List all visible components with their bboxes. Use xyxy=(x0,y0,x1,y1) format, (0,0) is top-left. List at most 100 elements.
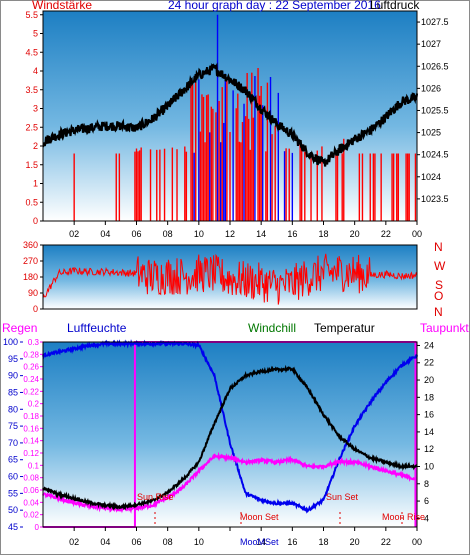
sun-rise-label: Sun Rise xyxy=(137,492,174,502)
temperatur-label: Temperatur xyxy=(314,321,375,335)
axis-ticks: 00.511.522.533.544.555.51023.510241024.5… xyxy=(3,10,449,547)
rain-tick-label: 0.06 xyxy=(23,486,39,495)
wind-tick-label: 0 xyxy=(33,216,38,226)
rain-tick-label: 0.08 xyxy=(23,474,39,483)
humidity-tick-label: 100 xyxy=(3,337,18,347)
temperature-tick-label: 20 xyxy=(424,375,434,385)
humidity-tick-label: 50 xyxy=(8,505,18,515)
rain-tick-label: 0.2 xyxy=(28,400,40,409)
pressure-line-group xyxy=(42,62,419,167)
wind-tick-label: 2 xyxy=(33,141,38,151)
rain-tick-label: 0.22 xyxy=(23,387,39,396)
wind-tick-label: 5.5 xyxy=(25,10,38,20)
temperature-tick-label: 22 xyxy=(424,358,434,368)
luftfeuchte-label: Luftfeuchte xyxy=(67,321,127,335)
x-tick-label-top: 04 xyxy=(100,229,110,239)
x-tick-label-bottom: 10 xyxy=(194,537,204,547)
x-tick-label-bottom: 18 xyxy=(318,537,328,547)
x-tick-label-top: 22 xyxy=(381,229,391,239)
windstaerke-label: Windstärke xyxy=(32,0,92,12)
x-tick-label-bottom: 04 xyxy=(100,537,110,547)
rain-tick-label: 0.04 xyxy=(23,498,39,507)
luftdruck-label: Luftdruck xyxy=(370,0,420,12)
pressure-tick-label: 1024 xyxy=(421,172,441,182)
rain-tick-label: 0 xyxy=(35,523,40,532)
moon-set-label: Moon Set xyxy=(240,512,279,522)
pressure-tick-label: 1023.5 xyxy=(421,194,449,204)
temperature-tick-label: 8 xyxy=(424,479,429,489)
compass-n-bottom: N xyxy=(434,305,443,319)
temperature-tick-label: 10 xyxy=(424,461,434,471)
temperature-tick-label: 14 xyxy=(424,427,434,437)
rain-tick-label: 0.24 xyxy=(23,375,39,384)
pressure-line xyxy=(42,62,419,167)
rain-tick-label: 0.02 xyxy=(23,511,39,520)
x-tick-label-top: 18 xyxy=(318,229,328,239)
wind-tick-label: 4 xyxy=(33,66,38,76)
compass-w: W xyxy=(434,259,446,273)
compass-n-top: N xyxy=(434,240,443,254)
x-tick-label-bottom: 06 xyxy=(131,537,141,547)
humidity-tick-label: 95 xyxy=(8,354,18,364)
pressure-tick-label: 1026.5 xyxy=(421,61,449,71)
wind-direction-line-group xyxy=(42,253,418,305)
pressure-tick-label: 1027.5 xyxy=(421,17,449,27)
wind-direction-line xyxy=(42,253,418,305)
pressure-tick-label: 1026 xyxy=(421,83,441,93)
windchill-label: Windchill xyxy=(248,321,296,335)
x-tick-label-bottom: 20 xyxy=(350,537,360,547)
wind-tick-label: 2.5 xyxy=(25,122,38,132)
rain-tick-label: 0.28 xyxy=(23,350,39,359)
dewpoint-line xyxy=(42,451,418,514)
compass-o: O xyxy=(434,289,443,303)
x-tick-label-top: 20 xyxy=(350,229,360,239)
humidity-tick-label: 90 xyxy=(8,371,18,381)
temperature-tick-label: 18 xyxy=(424,392,434,402)
humidity-tick-label: 85 xyxy=(8,387,18,397)
humidity-tick-label: 75 xyxy=(8,421,18,431)
taupunkt-label: Taupunkt xyxy=(420,321,469,335)
wind-tick-label: 0.5 xyxy=(25,197,38,207)
rain-tick-label: 0.3 xyxy=(28,338,40,347)
moomset-axis-label: MooMSet xyxy=(240,537,279,547)
x-tick-label-top: 06 xyxy=(131,229,141,239)
pressure-tick-label: 1025 xyxy=(421,128,441,138)
temperature-tick-label: 6 xyxy=(424,496,429,506)
direction-tick-label: 90 xyxy=(28,288,38,298)
humidity-tick-label: 65 xyxy=(8,455,18,465)
x-tick-label-bottom: 22 xyxy=(381,537,391,547)
rain-tick-label: 0.16 xyxy=(23,424,39,433)
temperature-tick-label: 24 xyxy=(424,340,434,350)
wind-tick-label: 1.5 xyxy=(25,160,38,170)
x-tick-label-top: 12 xyxy=(225,229,235,239)
rain-tick-label: 0.1 xyxy=(28,461,40,470)
x-tick-label-top: 10 xyxy=(194,229,204,239)
x-tick-label-top: 02 xyxy=(69,229,79,239)
x-tick-label-bottom: 14 xyxy=(256,537,266,547)
pressure-tick-label: 1024.5 xyxy=(421,150,449,160)
direction-tick-label: 360 xyxy=(23,240,38,250)
humidity-tick-label: 80 xyxy=(8,404,18,414)
wind-tick-label: 3 xyxy=(33,104,38,114)
temperature-tick-label: 4 xyxy=(424,513,429,523)
humidity-tick-label: 60 xyxy=(8,472,18,482)
x-tick-label-top: 08 xyxy=(163,229,173,239)
pressure-tick-label: 1027 xyxy=(421,39,441,49)
direction-tick-label: 180 xyxy=(23,272,38,282)
x-tick-label-bottom: 16 xyxy=(287,537,297,547)
x-tick-label-top: 16 xyxy=(287,229,297,239)
humidity-tick-label: 70 xyxy=(8,438,18,448)
humidity-temp-panel xyxy=(43,342,417,527)
direction-tick-label: 0 xyxy=(33,304,38,314)
x-tick-label-top: 00 xyxy=(412,229,422,239)
x-tick-label-top: 14 xyxy=(256,229,266,239)
temperature-tick-label: 16 xyxy=(424,410,434,420)
compass-s: S xyxy=(435,278,443,292)
humidity-tick-label: 55 xyxy=(8,488,18,498)
wind-tick-label: 1 xyxy=(33,179,38,189)
wind-tick-label: 3.5 xyxy=(25,85,38,95)
temperature-tick-label: 12 xyxy=(424,444,434,454)
chart-title: 24 hour graph day : 22 September 2016 xyxy=(168,0,381,12)
x-tick-label-bottom: 02 xyxy=(69,537,79,547)
